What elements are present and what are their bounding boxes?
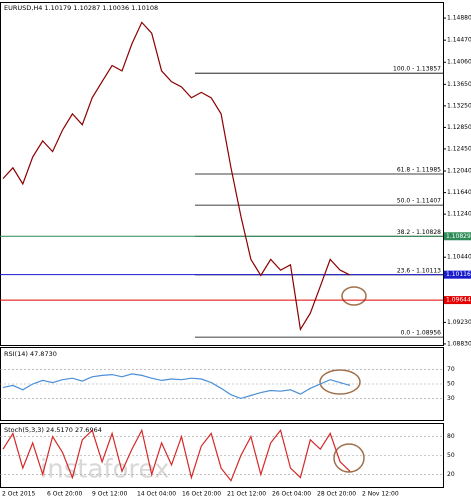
y-tick-label: 1.12850: [447, 124, 471, 131]
x-tick-label: 28 Oct 20:00: [317, 491, 356, 498]
x-tick-label: 16 Oct 20:00: [182, 491, 221, 498]
highlight-circle: [319, 369, 361, 395]
y-tick-label: 1.11640: [447, 189, 471, 196]
y-tick-label: 20: [447, 471, 455, 478]
y-tick-label: 1.09230: [447, 319, 471, 326]
highlight-circle: [341, 286, 367, 306]
y-tick-label: 1.12450: [447, 145, 471, 152]
x-tick-label: 6 Oct 20:00: [47, 491, 82, 498]
price-label: 1.10116: [446, 271, 471, 278]
fib-label: 61.8 - 1.11985: [397, 167, 441, 174]
y-tick-label: 1.11240: [447, 211, 471, 218]
stoch-label: Stoch(5,3,3) 24.5170 27.6964: [4, 426, 102, 434]
x-tick-label: 21 Oct 12:00: [227, 491, 266, 498]
x-tick-label: 9 Oct 12:00: [92, 491, 127, 498]
fib-label: 38.2 - 1.10828: [397, 229, 441, 236]
y-tick-label: 30: [447, 395, 455, 402]
x-tick-label: 14 Oct 04:00: [137, 491, 176, 498]
y-tick-label: 70: [447, 366, 455, 373]
y-tick-label: 1.13650: [447, 81, 471, 88]
price-label: 1.09644: [446, 297, 471, 304]
highlight-circle: [333, 443, 365, 473]
y-tick-label: 50: [447, 452, 455, 459]
rsi-label: RSI(14) 47.8730: [4, 350, 57, 358]
y-tick-label: 1.13250: [447, 102, 471, 109]
price-label: 1.10829: [446, 233, 471, 240]
y-tick-label: 1.08830: [447, 340, 471, 347]
close-line: [2, 21, 351, 332]
price-box: [444, 296, 471, 305]
indicator-line: [2, 373, 351, 400]
header: EURUSD,H4 1.10179 1.10287 1.10036 1.1010…: [4, 4, 158, 12]
y-tick-label: 1.14880: [447, 15, 471, 22]
y-tick-label: 1.14060: [447, 59, 471, 66]
y-tick-label: 80: [447, 433, 455, 440]
fib-label: 0.0 - 1.08956: [401, 330, 442, 337]
price-frame: [0, 2, 444, 346]
price-box: [444, 270, 471, 279]
fib-label: 50.0 - 1.11407: [397, 198, 441, 205]
y-tick-label: 1.10440: [447, 254, 471, 261]
x-tick-label: 2 Oct 2015: [2, 491, 35, 498]
fib-label: 100.0 - 1.13857: [393, 66, 441, 73]
y-tick-label: 50: [447, 381, 455, 388]
y-tick-label: 1.12040: [447, 168, 471, 175]
fib-label: 23.6 - 1.10113: [397, 267, 441, 274]
indicator-line: [2, 428, 351, 482]
x-tick-label: 2 Nov 12:00: [362, 491, 399, 498]
y-tick-label: 1.14470: [447, 37, 471, 44]
price-box: [444, 232, 471, 241]
x-tick-label: 26 Oct 04:00: [272, 491, 311, 498]
